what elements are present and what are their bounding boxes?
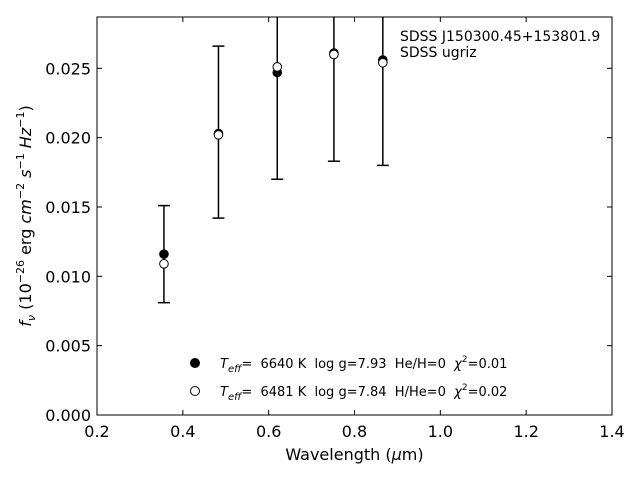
x-tick-label: 0.4 — [170, 422, 195, 441]
data-markers — [159, 48, 388, 269]
y-tick-label: 0.015 — [45, 198, 91, 217]
y-tick-label: 0.005 — [45, 337, 91, 356]
y-tick-label: 0.020 — [45, 129, 91, 148]
x-tick-label: 0.8 — [342, 422, 367, 441]
legend-entry-2: Teff= 6481 K log g=7.84 H/He=0 χ2=0.02 — [220, 383, 507, 403]
legend-entry-1: Teff= 6640 K log g=7.93 He/H=0 χ2=0.01 — [220, 355, 507, 375]
y-tick-label: 0.010 — [45, 267, 91, 286]
error-bars — [157, 17, 389, 304]
data-point-open — [159, 259, 169, 269]
y-axis: 0.000 0.005 0.010 0.015 0.020 0.025 — [45, 59, 612, 425]
x-tick-label: 0.2 — [84, 422, 109, 441]
data-point-open — [272, 62, 283, 72]
x-tick-label: 1.2 — [513, 422, 538, 441]
photometry-label: SDSS ugriz — [400, 45, 477, 61]
legend-marker-filled — [190, 358, 200, 368]
y-tick-label: 0.025 — [45, 59, 91, 78]
x-tick-label: 0.6 — [256, 422, 281, 441]
legend: Teff= 6640 K log g=7.93 He/H=0 χ2=0.01 T… — [190, 355, 507, 403]
data-point-open — [378, 57, 388, 68]
x-axis: 0.2 0.4 0.6 0.8 1.0 1.2 1.4 — [84, 17, 625, 441]
data-point-filled — [159, 249, 169, 259]
data-point-open — [329, 49, 339, 60]
legend-marker-open — [190, 386, 200, 396]
x-tick-label: 1.4 — [599, 422, 624, 441]
plot-frame — [96, 16, 613, 416]
object-name: SDSS J150300.45+153801.9 — [400, 29, 600, 45]
y-tick-label: 0.000 — [45, 406, 91, 425]
x-axis-label: Wavelength (μm) — [285, 445, 423, 464]
data-point-open — [213, 130, 224, 140]
y-axis-label: fν (10−26 erg cm−2 s−1 Hz−1) — [14, 105, 38, 326]
x-tick-label: 1.0 — [428, 422, 453, 441]
